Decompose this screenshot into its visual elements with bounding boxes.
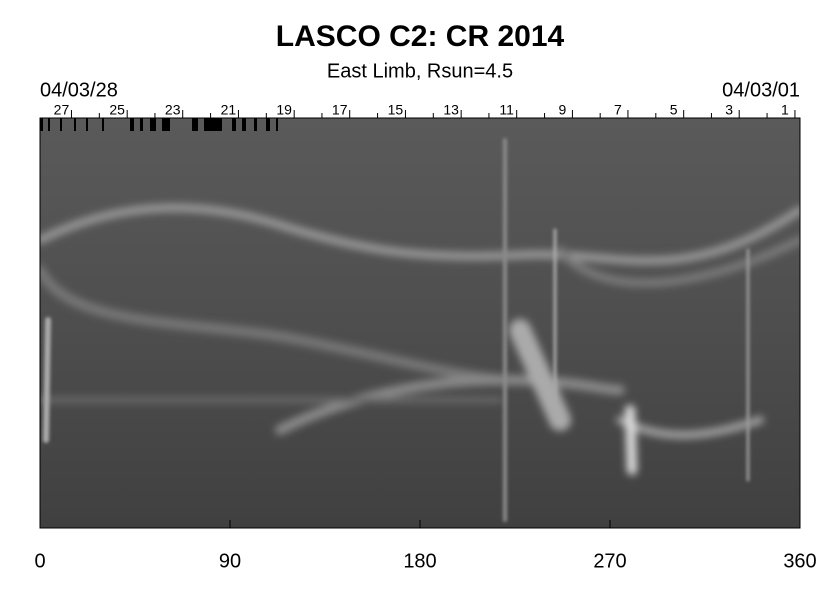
x-tick-label: 360	[783, 550, 816, 572]
top-tick-label: 15	[388, 102, 404, 118]
top-tick-label: 3	[725, 102, 733, 118]
top-tick-label: 23	[165, 102, 181, 118]
top-tick-label: 17	[332, 102, 348, 118]
subtitle: East Limb, Rsun=4.5	[327, 60, 513, 82]
x-tick-label: 0	[34, 550, 45, 572]
top-tick-label: 9	[559, 102, 567, 118]
top-tick-label: 19	[276, 102, 292, 118]
top-tick-label: 5	[670, 102, 678, 118]
top-tick-label: 25	[109, 102, 125, 118]
end-date: 04/03/01	[722, 79, 800, 101]
x-tick-label: 180	[403, 550, 436, 572]
x-tick-label: 90	[219, 550, 241, 572]
x-tick-label: 270	[593, 550, 626, 572]
top-tick-label: 21	[221, 102, 237, 118]
top-tick-label: 7	[614, 102, 622, 118]
top-tick-label: 27	[54, 102, 70, 118]
top-tick-label: 1	[781, 102, 789, 118]
start-date: 04/03/28	[40, 79, 118, 101]
synoptic-image	[40, 118, 800, 528]
top-tick-label: 13	[443, 102, 459, 118]
top-tick-label: 11	[499, 102, 514, 118]
title: LASCO C2: CR 2014	[276, 20, 565, 53]
